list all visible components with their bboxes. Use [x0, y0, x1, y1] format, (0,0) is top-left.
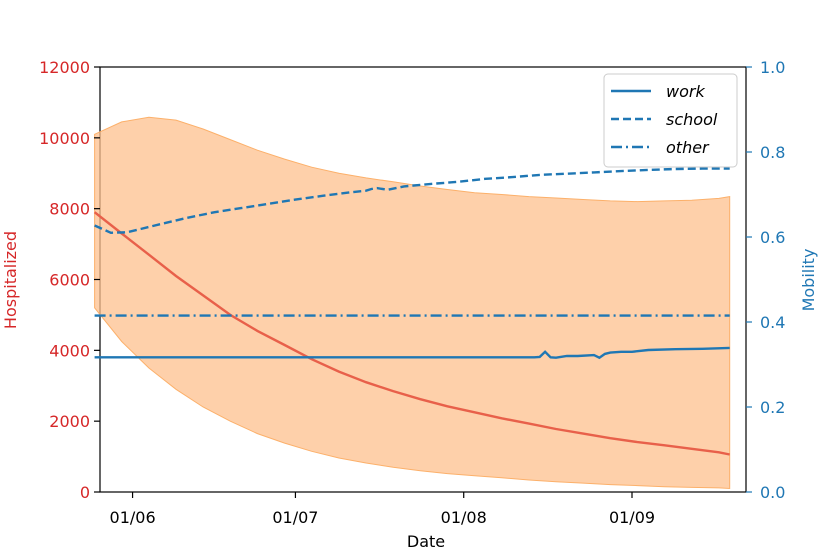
y-left-tick-label: 8000	[49, 200, 90, 219]
y-left-tick-label: 2000	[49, 412, 90, 431]
y-axis-label-left: Hospitalized	[1, 231, 20, 329]
y-left-tick-label: 12000	[39, 58, 90, 77]
y-right-tick-label: 0.8	[760, 143, 785, 162]
y-left-tick-label: 0	[80, 483, 90, 502]
y-right-tick-label: 0.0	[760, 483, 785, 502]
legend-box	[603, 73, 738, 168]
x-tick-label: 01/08	[441, 508, 487, 527]
x-tick-label: 01/07	[272, 508, 318, 527]
y-right-tick-label: 0.2	[760, 398, 785, 417]
y-right-tick-label: 0.4	[760, 313, 785, 332]
hospitalized-confidence-band	[94, 116, 731, 490]
x-axis-label: Date	[407, 532, 445, 551]
legend-label-school: school	[666, 110, 718, 129]
x-tick-label: 01/09	[609, 508, 655, 527]
legend-label-other: other	[666, 138, 710, 157]
legend-label-work: work	[666, 82, 705, 101]
hospitalized-median-line	[93, 211, 730, 456]
plot-area	[93, 66, 747, 493]
y-right-tick-label: 1.0	[760, 58, 785, 77]
mobility-line-work	[94, 346, 730, 360]
y-axis-label-right: Mobility	[799, 249, 818, 312]
y-left-tick-label: 6000	[49, 271, 90, 290]
x-tick-label: 01/06	[110, 508, 156, 527]
y-left-tick-label: 10000	[39, 129, 90, 148]
mobility-line-school	[94, 167, 730, 235]
legend: work school other	[603, 73, 738, 168]
y-right-tick-label: 0.6	[760, 228, 785, 247]
y-left-tick-label: 4000	[49, 341, 90, 360]
